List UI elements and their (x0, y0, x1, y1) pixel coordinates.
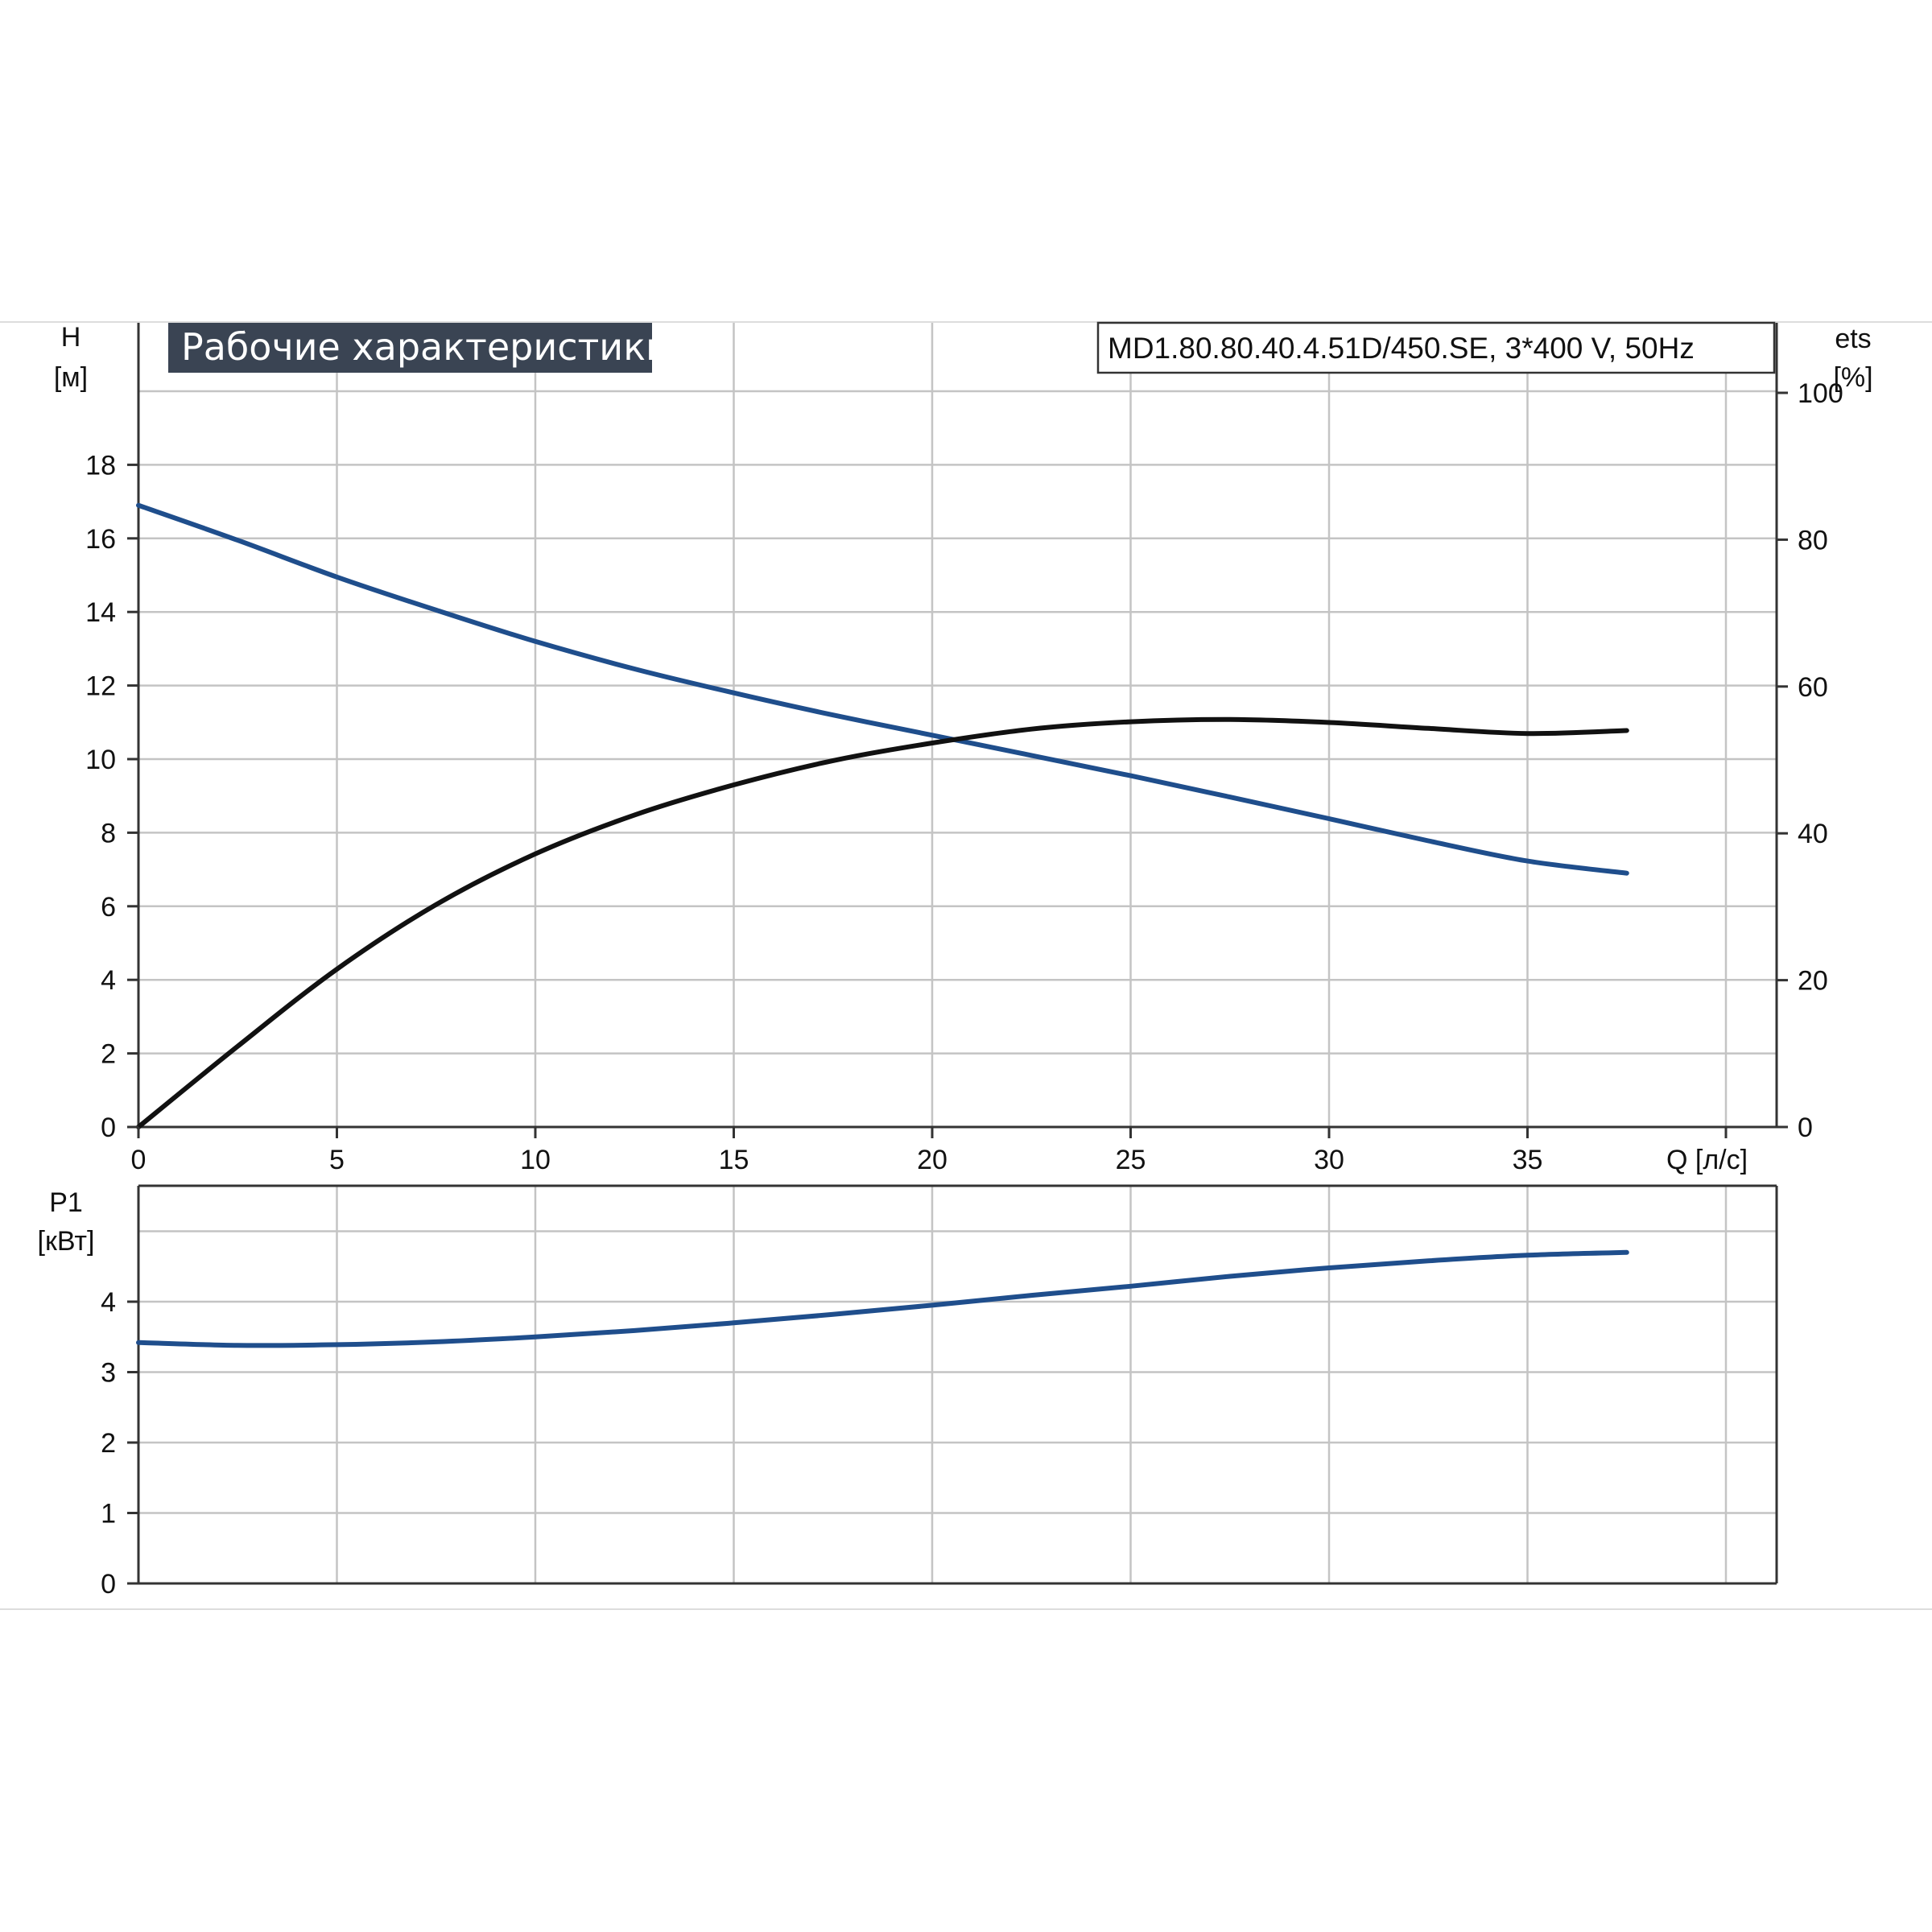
x-tick-label: 10 (520, 1145, 551, 1175)
y-tick-label: 2 (101, 1039, 116, 1070)
x-tick-label: 0 (131, 1145, 147, 1175)
chart-title-box (168, 323, 652, 373)
y-tick-label: 4 (101, 965, 116, 996)
x-tick-label: 5 (329, 1145, 345, 1175)
upper-curves (136, 502, 1629, 1129)
model-label-box (1096, 321, 1776, 374)
y-tick-label: 18 (85, 450, 116, 481)
lower-tick-labels: 0 1 2 3 4 (101, 1287, 138, 1600)
y-tick-label: 0 (101, 1569, 116, 1600)
y2-tick-label: 20 (1798, 966, 1828, 997)
y2-tick-label: 80 (1798, 525, 1828, 555)
y2-tick-label: 0 (1798, 1113, 1813, 1143)
y-axis-unit-kw: [кВт] (38, 1226, 95, 1257)
upper-frame (137, 323, 1778, 1129)
y-tick-label: 6 (101, 892, 116, 923)
y-tick-label: 3 (101, 1358, 116, 1389)
efficiency-curve (136, 716, 1629, 1129)
x-tick-label: 15 (719, 1145, 749, 1175)
y-tick-label: 14 (85, 597, 116, 628)
y2-axis-title-ets: ets (1835, 324, 1871, 354)
y2-tick-label: 40 (1798, 819, 1828, 849)
chart-title: Рабочие характеристики (181, 325, 670, 369)
x-tick-label: 35 (1513, 1145, 1543, 1175)
y2-tick-label: 100 (1798, 378, 1843, 409)
y-axis-unit-h: [м] (54, 362, 88, 393)
y2-axis-unit-percent: [%] (1833, 362, 1872, 393)
y2-tick-label: 60 (1798, 672, 1828, 703)
y-tick-label: 4 (101, 1287, 116, 1318)
y-tick-label: 1 (101, 1499, 116, 1530)
x-tick-label: 20 (917, 1145, 947, 1175)
y-tick-label: 8 (101, 818, 116, 848)
y-tick-label: 16 (85, 524, 116, 555)
upper-grid (138, 323, 1777, 1127)
x-axis-title-q: Q [л/с] (1666, 1145, 1748, 1175)
upper-tick-labels: 0 2 4 6 8 10 12 14 16 18 0 20 40 60 80 100 0 5 10 15 20 25 30 3… (85, 378, 1843, 1175)
power-curve (136, 1249, 1629, 1348)
lower-grid (138, 1186, 1777, 1583)
head-curve (136, 502, 1629, 876)
x-tick-label: 25 (1116, 1145, 1146, 1175)
y-tick-label: 0 (101, 1113, 116, 1143)
model-label: MD1.80.80.40.4.51D/450.SE, 3*400 V, 50Hz (1108, 332, 1695, 365)
lower-frame (137, 1184, 1778, 1585)
x-tick-label: 30 (1314, 1145, 1344, 1175)
y-tick-label: 10 (85, 745, 116, 775)
y-tick-label: 12 (85, 671, 116, 702)
y-tick-label: 2 (101, 1428, 116, 1459)
y-axis-title-p1: P1 (49, 1187, 83, 1218)
y-axis-title-h: H (61, 322, 81, 353)
lower-curves (136, 1249, 1629, 1348)
